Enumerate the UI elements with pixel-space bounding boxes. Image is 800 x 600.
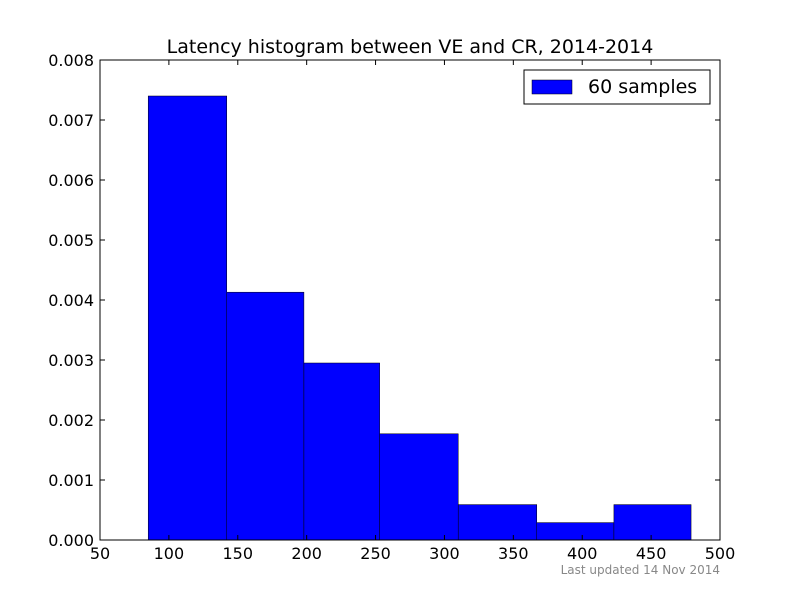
y-tick-label: 0.005 bbox=[48, 231, 94, 250]
x-tick-label: 150 bbox=[223, 544, 254, 563]
ticks-group: 50 100 150 200 250 300 350 400 450 500 0.000 0.001 0… bbox=[48, 51, 735, 563]
last-updated-note: Last updated 14 Nov 2014 bbox=[561, 563, 720, 577]
y-tick-label: 0.004 bbox=[48, 291, 94, 310]
bars-group bbox=[147, 95, 692, 541]
chart-title: Latency histogram between VE and CR, 201… bbox=[167, 36, 654, 58]
y-tick-label: 0.001 bbox=[48, 471, 94, 490]
y-tick-label: 0.002 bbox=[48, 411, 94, 430]
histogram-bar-1 bbox=[147, 95, 228, 541]
x-tick-label: 300 bbox=[429, 544, 460, 563]
histogram-bar-6 bbox=[536, 522, 615, 541]
legend: 60 samples bbox=[523, 69, 711, 105]
histogram-bar-3 bbox=[303, 362, 380, 541]
histogram-bar-2 bbox=[226, 291, 305, 541]
x-tick-label: 450 bbox=[636, 544, 667, 563]
x-tick-label: 200 bbox=[291, 544, 322, 563]
plot-frame bbox=[99, 59, 721, 541]
histogram-bar-7 bbox=[613, 504, 692, 541]
x-tick-label: 50 bbox=[90, 544, 110, 563]
y-tick-label: 0.008 bbox=[48, 51, 94, 70]
legend-swatch bbox=[531, 79, 573, 95]
legend-label: 60 samples bbox=[588, 76, 697, 98]
y-tick-label: 0.003 bbox=[48, 351, 94, 370]
y-tick-label: 0.006 bbox=[48, 171, 94, 190]
y-tick-label: 0.007 bbox=[48, 111, 94, 130]
histogram-bar-4 bbox=[379, 433, 459, 541]
x-tick-label: 100 bbox=[154, 544, 185, 563]
x-tick-label: 350 bbox=[498, 544, 529, 563]
x-tick-label: 250 bbox=[360, 544, 391, 563]
x-tick-label: 500 bbox=[705, 544, 736, 563]
x-tick-label: 400 bbox=[567, 544, 598, 563]
histogram-bar-5 bbox=[457, 504, 538, 541]
y-tick-label: 0.000 bbox=[48, 531, 94, 550]
